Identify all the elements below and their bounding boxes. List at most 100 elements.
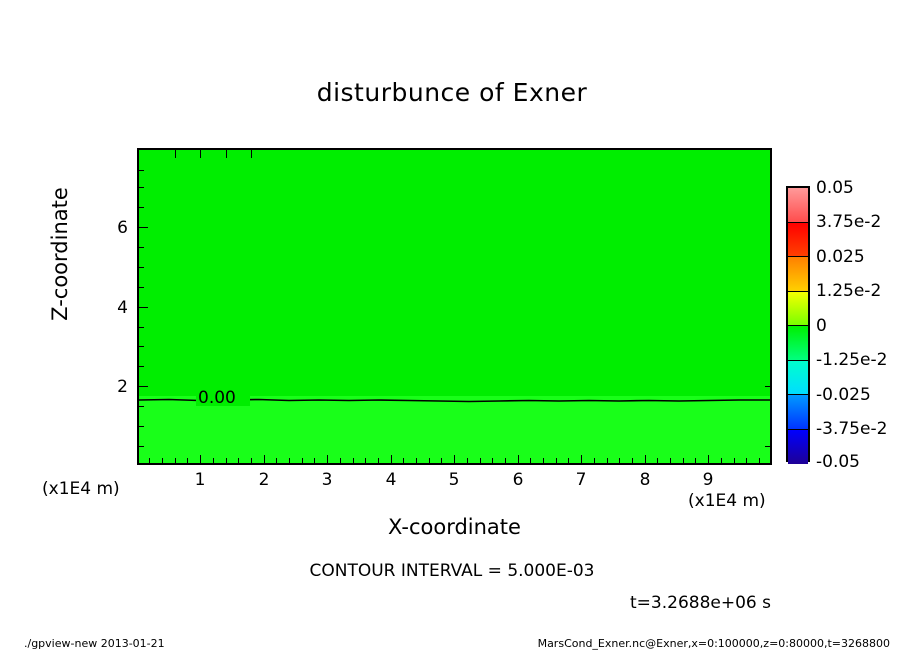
x-minor-tick (378, 458, 379, 465)
colorbar-tick-label: -1.25e-2 (816, 350, 888, 370)
colorbar-band (788, 222, 808, 257)
x-tick-label: 4 (385, 470, 397, 490)
x-minor-tick (429, 458, 430, 465)
x-minor-tick (683, 458, 684, 465)
x-minor-tick (340, 458, 341, 465)
x-minor-tick (175, 458, 176, 465)
x-top-tick (251, 150, 252, 158)
x-minor-tick (416, 458, 417, 465)
x-minor-tick (213, 458, 214, 465)
colorbar-tick-label: 1.25e-2 (816, 281, 882, 301)
y-minor-tick (137, 170, 144, 171)
colorbar-band (788, 326, 808, 361)
x-top-tick (226, 150, 227, 158)
contour-interval-text: CONTOUR INTERVAL = 5.000E-03 (309, 561, 595, 581)
y-major-tick (137, 307, 148, 308)
y-tick-label: 6 (117, 218, 128, 238)
colorbar-band (788, 257, 808, 292)
x-tick-label: 7 (575, 470, 587, 490)
x-minor-tick (187, 458, 188, 465)
x-minor-tick (657, 458, 658, 465)
field-region-lower (139, 396, 770, 463)
x-major-tick (518, 455, 519, 465)
y-minor-tick (137, 327, 144, 328)
footer-left-text: ./gpview-new 2013-01-21 (24, 637, 165, 650)
x-minor-tick (734, 458, 735, 465)
colorbar-band (788, 395, 808, 430)
x-minor-tick (480, 458, 481, 465)
x-minor-tick (670, 458, 671, 465)
x-minor-tick (746, 458, 747, 465)
colorbar-band (788, 360, 808, 395)
x-tick-label: 8 (639, 470, 651, 490)
x-major-tick (454, 455, 455, 465)
x-minor-tick (556, 458, 557, 465)
colorbar-tick-label: -0.05 (816, 452, 860, 472)
colorbar-tick-label: 0.025 (816, 247, 865, 267)
x-minor-tick (721, 458, 722, 465)
y-tick-label: 4 (117, 298, 128, 318)
colorbar-tick-label: 0 (816, 316, 827, 336)
y-axis-title: Z-coordinate (48, 187, 72, 321)
x-minor-tick (530, 458, 531, 465)
x-tick-label: 6 (512, 470, 524, 490)
colorbar-band (788, 188, 808, 223)
colorbar-tick-label: 3.75e-2 (816, 212, 882, 232)
x-top-tick (200, 150, 201, 158)
x-minor-tick (759, 458, 760, 465)
x-minor-tick (353, 458, 354, 465)
time-stamp-text: t=3.2688e+06 s (630, 593, 771, 613)
x-minor-tick (695, 458, 696, 465)
x-minor-tick (302, 458, 303, 465)
x-major-tick (645, 455, 646, 465)
x-tick-label: 1 (194, 470, 206, 490)
y-minor-tick (137, 426, 144, 427)
contour-label: 0.00 (198, 388, 236, 408)
y-minor-tick (137, 247, 144, 248)
x-major-tick (391, 455, 392, 465)
x-minor-tick (594, 458, 595, 465)
x-unit-label-right: (x1E4 m) (688, 491, 766, 511)
x-minor-tick (619, 458, 620, 465)
x-minor-tick (149, 458, 150, 465)
x-minor-tick (276, 458, 277, 465)
x-minor-tick (607, 458, 608, 465)
y-minor-tick (137, 267, 144, 268)
colorbar-band (788, 429, 808, 464)
colorbar-tick-label: -3.75e-2 (816, 419, 888, 439)
x-major-tick (581, 455, 582, 465)
x-axis-title: X-coordinate (388, 515, 521, 539)
x-minor-tick (162, 458, 163, 465)
y-minor-tick (137, 366, 144, 367)
x-minor-tick (568, 458, 569, 465)
x-minor-tick (238, 458, 239, 465)
x-major-tick (327, 455, 328, 465)
y-major-tick (137, 386, 148, 387)
colorbar (786, 186, 810, 464)
y-minor-tick (137, 187, 144, 188)
footer-right-text: MarsCond_Exner.nc@Exner,x=0:100000,z=0:8… (537, 637, 890, 650)
colorbar-tick-label: 0.05 (816, 178, 854, 198)
y-right-tick (765, 386, 772, 387)
y-minor-tick (137, 207, 144, 208)
x-minor-tick (226, 458, 227, 465)
x-tick-label: 3 (321, 470, 333, 490)
x-tick-label: 9 (702, 470, 714, 490)
y-minor-tick (137, 287, 144, 288)
y-right-tick (765, 446, 772, 447)
x-minor-tick (543, 458, 544, 465)
field-region-upper (139, 150, 770, 400)
x-minor-tick (314, 458, 315, 465)
x-minor-tick (492, 458, 493, 465)
colorbar-band (788, 291, 808, 326)
x-minor-tick (467, 458, 468, 465)
x-minor-tick (632, 458, 633, 465)
x-minor-tick (441, 458, 442, 465)
y-tick-label: 2 (117, 377, 128, 397)
y-minor-tick (137, 346, 144, 347)
x-major-tick (200, 455, 201, 465)
x-minor-tick (251, 458, 252, 465)
x-minor-tick (505, 458, 506, 465)
contour-label-mask (196, 390, 250, 406)
